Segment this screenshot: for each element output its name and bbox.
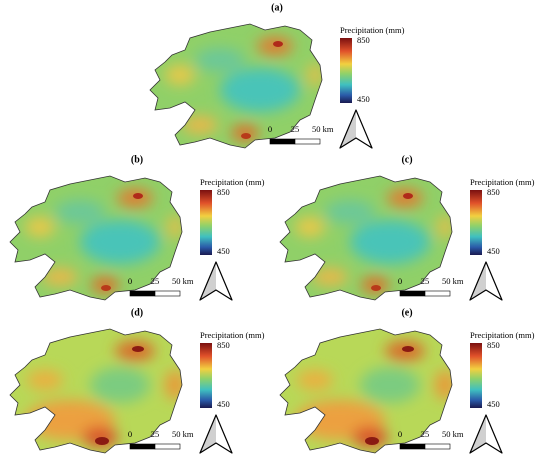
scale-label: 50 km bbox=[442, 429, 464, 439]
panel-label: (b) bbox=[131, 154, 143, 165]
legend-title: Precipitation (mm) bbox=[340, 25, 405, 35]
scale-label: 50 km bbox=[172, 429, 194, 439]
scale-label: 25 bbox=[151, 276, 160, 286]
legend-title: Precipitation (mm) bbox=[200, 177, 265, 187]
scale-label: 25 bbox=[291, 124, 300, 134]
scale-bar-black bbox=[269, 138, 296, 145]
scale-label: 0 bbox=[268, 124, 272, 134]
scale-bar-black bbox=[129, 290, 156, 297]
scale-bar-white bbox=[424, 290, 451, 297]
legend-min: 450 bbox=[217, 399, 230, 409]
scale-bar-black bbox=[129, 443, 156, 450]
north-arrow bbox=[339, 109, 373, 149]
scale-label: 25 bbox=[421, 429, 430, 439]
scale-bar-white bbox=[154, 443, 181, 450]
north-arrow bbox=[469, 414, 503, 454]
legend-title: Precipitation (mm) bbox=[470, 177, 535, 187]
legend-max: 850 bbox=[217, 187, 230, 197]
legend-min: 450 bbox=[487, 246, 500, 256]
scale-bar-black bbox=[399, 290, 426, 297]
scale-label: 25 bbox=[421, 276, 430, 286]
scale-label: 0 bbox=[128, 276, 132, 286]
legend-max: 850 bbox=[487, 340, 500, 350]
legend-max: 850 bbox=[357, 35, 370, 45]
legend-title: Precipitation (mm) bbox=[470, 330, 535, 340]
scale-bar-black bbox=[399, 443, 426, 450]
scale-bar-white bbox=[424, 443, 451, 450]
panel-label: (a) bbox=[271, 2, 283, 13]
color-bar bbox=[470, 343, 482, 408]
panel-label: (d) bbox=[131, 307, 143, 318]
legend-max: 850 bbox=[217, 340, 230, 350]
north-arrow bbox=[469, 261, 503, 301]
panel-label: (e) bbox=[401, 307, 412, 318]
color-bar bbox=[200, 190, 212, 255]
scale-label: 50 km bbox=[312, 124, 334, 134]
panel-label: (c) bbox=[401, 154, 412, 165]
north-arrow bbox=[199, 414, 233, 454]
scale-bar-white bbox=[294, 138, 321, 145]
legend-min: 450 bbox=[487, 399, 500, 409]
color-bar bbox=[470, 190, 482, 255]
north-arrow bbox=[199, 261, 233, 301]
legend-title: Precipitation (mm) bbox=[200, 330, 265, 340]
scale-label: 0 bbox=[398, 276, 402, 286]
panel: (e) Precipitation (mm)850 450 0 25 50 km bbox=[280, 307, 535, 455]
panel: (c) Precipitation (mm)850 450 0 25 50 km bbox=[280, 154, 535, 302]
scale-label: 25 bbox=[151, 429, 160, 439]
panel: (b) Precipitation (mm)850 450 0 25 50 km bbox=[10, 154, 265, 302]
scale-label: 0 bbox=[128, 429, 132, 439]
panel: (a) Precipitation (mm)850 450 0 25 50 km bbox=[150, 2, 405, 150]
panel: (d) Precipitation (mm)850 450 0 25 50 km bbox=[10, 307, 265, 455]
legend-max: 850 bbox=[487, 187, 500, 197]
scale-bar-white bbox=[154, 290, 181, 297]
scale-label: 50 km bbox=[442, 276, 464, 286]
legend-min: 450 bbox=[217, 246, 230, 256]
scale-label: 50 km bbox=[172, 276, 194, 286]
legend-min: 450 bbox=[357, 94, 370, 104]
scale-label: 0 bbox=[398, 429, 402, 439]
color-bar bbox=[200, 343, 212, 408]
color-bar bbox=[340, 38, 352, 103]
